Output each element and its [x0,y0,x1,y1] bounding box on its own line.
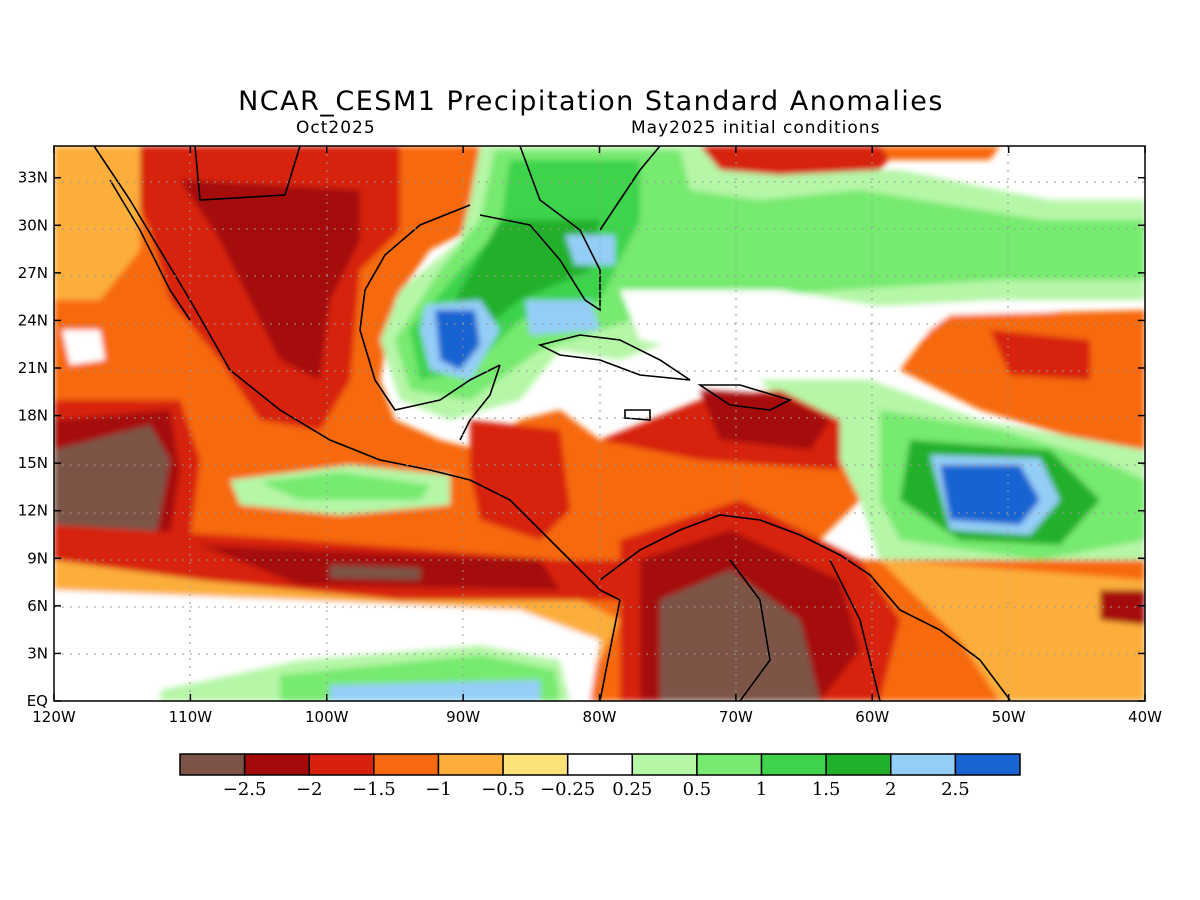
field-brown-itcz [330,565,420,580]
field-white-pacific [62,330,105,365]
lat-tick-label: 21N [18,359,48,377]
colorbar-label: 0.5 [683,779,712,800]
field-darkred-mexico [180,180,360,380]
colorbar-swatch [179,753,246,776]
field-red-ca [470,420,570,540]
coast-florida [479,146,601,312]
coast-yucatan [459,364,501,441]
border-sa-2 [829,559,881,701]
colorbar-label: −2 [296,779,323,800]
colorbar-swatch [696,753,763,776]
lat-tick-label: 24N [18,311,48,329]
colorbar-swatch [631,753,698,776]
colorbar-label: −1.5 [352,779,396,800]
colorbar-label: 0.25 [612,779,652,800]
colorbar-label: 2.5 [941,779,970,800]
coast-jamaica [624,409,651,421]
coast-baja [109,179,191,321]
colorbar-swatch [373,753,440,776]
colorbar-label: 1 [756,779,767,800]
colorbar-swatch [760,753,827,776]
lon-tick-label: 90W [446,708,480,726]
lat-tick-label: 3N [27,644,48,662]
map-title: NCAR_CESM1 Precipitation Standard Anomal… [238,86,944,117]
lat-tick-label: 30N [18,216,48,234]
lon-tick-label: 40W [1128,708,1162,726]
colorbar-label: −1 [425,779,452,800]
lat-tick-label: 18N [18,407,48,425]
colorbar-label: 2 [885,779,896,800]
colorbar-swatch [437,753,504,776]
colorbar-label: 1.5 [812,779,841,800]
field-orange-top [880,146,1000,160]
lat-tick-label: 9N [27,549,48,567]
lat-tick-label: 15N [18,454,48,472]
field-light-east [880,560,1145,701]
coast-sa-west [599,599,621,701]
border-us-mexico [194,146,301,201]
gridlines [54,146,1145,701]
lat-tick-label: EQ [27,692,48,710]
field-lightblue-fl [525,300,600,335]
lon-tick-label: 120W [32,708,76,726]
lon-tick-label: 70W [719,708,753,726]
coastlines [93,146,1011,701]
colorbar-swatch [243,753,310,776]
longitude-axis: 120W 110W 100W 90W 80W 70W 60W 50W 40W [32,146,1162,726]
field-brown-sa [660,570,820,701]
border-sa-1 [729,559,771,701]
lon-tick-label: 110W [169,708,213,726]
field-yellow-top [54,146,140,300]
lon-tick-label: 60W [855,708,889,726]
lat-tick-label: 6N [27,597,48,615]
initial-conditions-subtitle: May2025 initial conditions [631,118,881,138]
field-green2-pacific [260,472,430,500]
field-brown-pacific [54,425,170,540]
lon-tick-label: 80W [583,708,617,726]
field-white-atl [620,290,1145,350]
colorbar-label: −0.5 [481,779,525,800]
colorbar-swatch [566,753,634,776]
coast-sa-north [599,514,1011,701]
colorbar-legend: −2.5 −2 −1.5 −1 −0.5 −0.25 0.25 0.5 1 1.5 2 2.5 [179,753,1021,800]
lon-tick-label: 50W [992,708,1026,726]
forecast-month-subtitle: Oct2025 [296,118,376,138]
field-red-atl [990,330,1090,380]
field-darkred-east [1100,590,1145,625]
colorbar-swatch [954,753,1021,776]
field-blue-atl [940,465,1040,525]
colorbar-swatch [825,753,892,776]
coast-gulf [359,204,501,411]
coast-mexico-pacific [93,146,621,601]
field-blue-gulf [435,310,480,370]
colorbar-label: −0.25 [540,779,595,800]
latitude-axis: EQ 3N 6N 9N 12N 15N 18N 21N 24N 27N 30N 33N [18,169,1145,710]
lat-tick-label: 33N [18,169,48,187]
coast-cuba [537,334,691,381]
lat-tick-label: 27N [18,264,48,282]
colorbar-label: −2.5 [223,779,267,800]
coast-hispaniola [697,384,793,411]
colorbar-swatch [890,753,957,776]
field-blue-south [330,680,540,701]
lat-tick-label: 12N [18,502,48,520]
colorbar-swatch [502,753,569,776]
lon-tick-label: 100W [305,708,349,726]
coast-us-east [599,146,661,231]
field-red-top [700,146,900,175]
colorbar-swatch [308,753,375,776]
